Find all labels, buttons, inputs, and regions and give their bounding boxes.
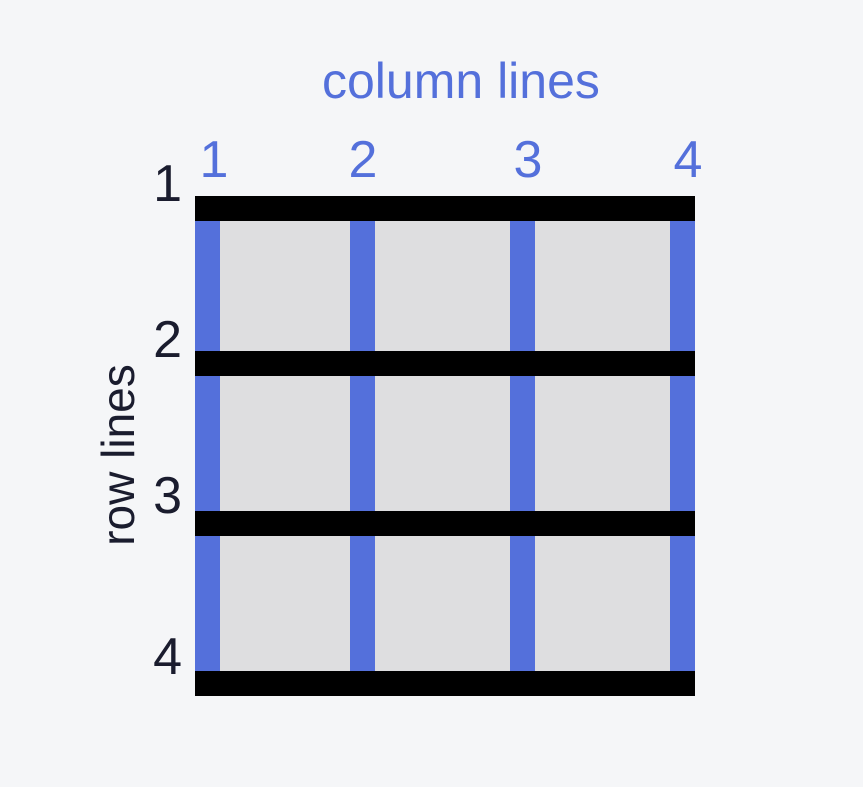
row-line-number-1: 1 (153, 155, 182, 213)
row-line-number-4: 4 (153, 628, 182, 686)
column-line-number-1: 1 (199, 131, 229, 189)
grid-cell-3-2 (375, 536, 510, 671)
row-line-4 (195, 671, 695, 696)
grid-cell-2-2 (375, 376, 510, 511)
row-line-3 (195, 511, 695, 536)
column-line-number-3: 3 (513, 131, 543, 189)
column-line-4 (670, 196, 695, 696)
column-line-3 (510, 196, 535, 696)
row-line-number-3: 3 (153, 467, 182, 525)
grid-cell-1-3 (535, 221, 670, 351)
grid-cell-1-2 (375, 221, 510, 351)
grid-cell-2-1 (220, 376, 350, 511)
column-line-number-4: 4 (673, 131, 703, 189)
row-lines-title: row lines (92, 364, 144, 546)
grid-cell-3-3 (535, 536, 670, 671)
grid-cell-3-1 (220, 536, 350, 671)
row-line-2 (195, 351, 695, 376)
grid-cell-2-3 (535, 376, 670, 511)
column-line-number-2: 2 (348, 131, 378, 189)
column-lines-title: column lines (322, 53, 600, 109)
column-line-1 (195, 196, 220, 696)
grid-cell-1-1 (220, 221, 350, 351)
row-line-1 (195, 196, 695, 221)
row-line-number-2: 2 (153, 311, 182, 369)
column-line-2 (350, 196, 375, 696)
